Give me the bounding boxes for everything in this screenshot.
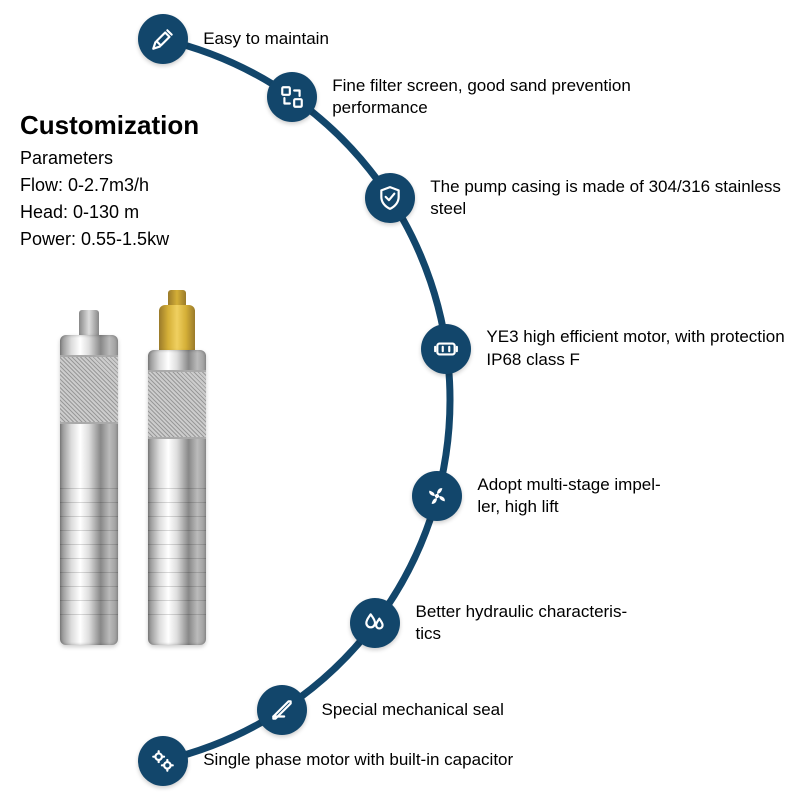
feature-item: The pump casing is made of 304/316 stain… bbox=[365, 173, 790, 223]
customization-params: ParametersFlow: 0-2.7m3/hHead: 0-130 mPo… bbox=[20, 145, 169, 253]
feature-item: Adopt multi-stage impel-ler, high lift bbox=[412, 471, 660, 521]
pump-brass bbox=[148, 350, 206, 645]
seal-icon bbox=[257, 685, 307, 735]
feature-item: Single phase motor with built-in capacit… bbox=[138, 736, 513, 786]
gears-icon bbox=[138, 736, 188, 786]
feature-label: Special mechanical seal bbox=[322, 699, 504, 721]
feature-item: Special mechanical seal bbox=[257, 685, 504, 735]
pump-silver bbox=[60, 335, 118, 645]
fan-icon bbox=[412, 471, 462, 521]
feature-label: Better hydraulic characteris-tics bbox=[415, 601, 627, 645]
feature-label: YE3 high efficient motor, with protectio… bbox=[486, 326, 800, 370]
feature-label: Adopt multi-stage impel-ler, high lift bbox=[477, 474, 660, 518]
feature-item: Fine filter screen, good sand prevention… bbox=[267, 72, 692, 122]
feature-label: The pump casing is made of 304/316 stain… bbox=[430, 176, 790, 220]
feature-label: Single phase motor with built-in capacit… bbox=[203, 749, 513, 771]
drops-icon bbox=[350, 598, 400, 648]
shield-icon bbox=[365, 173, 415, 223]
feature-label: Easy to maintain bbox=[203, 28, 329, 50]
refresh-icon bbox=[267, 72, 317, 122]
motor-icon bbox=[421, 324, 471, 374]
infographic-container: Customization ParametersFlow: 0-2.7m3/hH… bbox=[0, 0, 800, 800]
customization-title: Customization bbox=[20, 110, 199, 141]
feature-item: YE3 high efficient motor, with protectio… bbox=[421, 324, 800, 374]
feature-item: Easy to maintain bbox=[138, 14, 329, 64]
feature-label: Fine filter screen, good sand prevention… bbox=[332, 75, 692, 119]
feature-item: Better hydraulic characteris-tics bbox=[350, 598, 627, 648]
pump-images bbox=[60, 335, 206, 645]
wrench-icon bbox=[138, 14, 188, 64]
